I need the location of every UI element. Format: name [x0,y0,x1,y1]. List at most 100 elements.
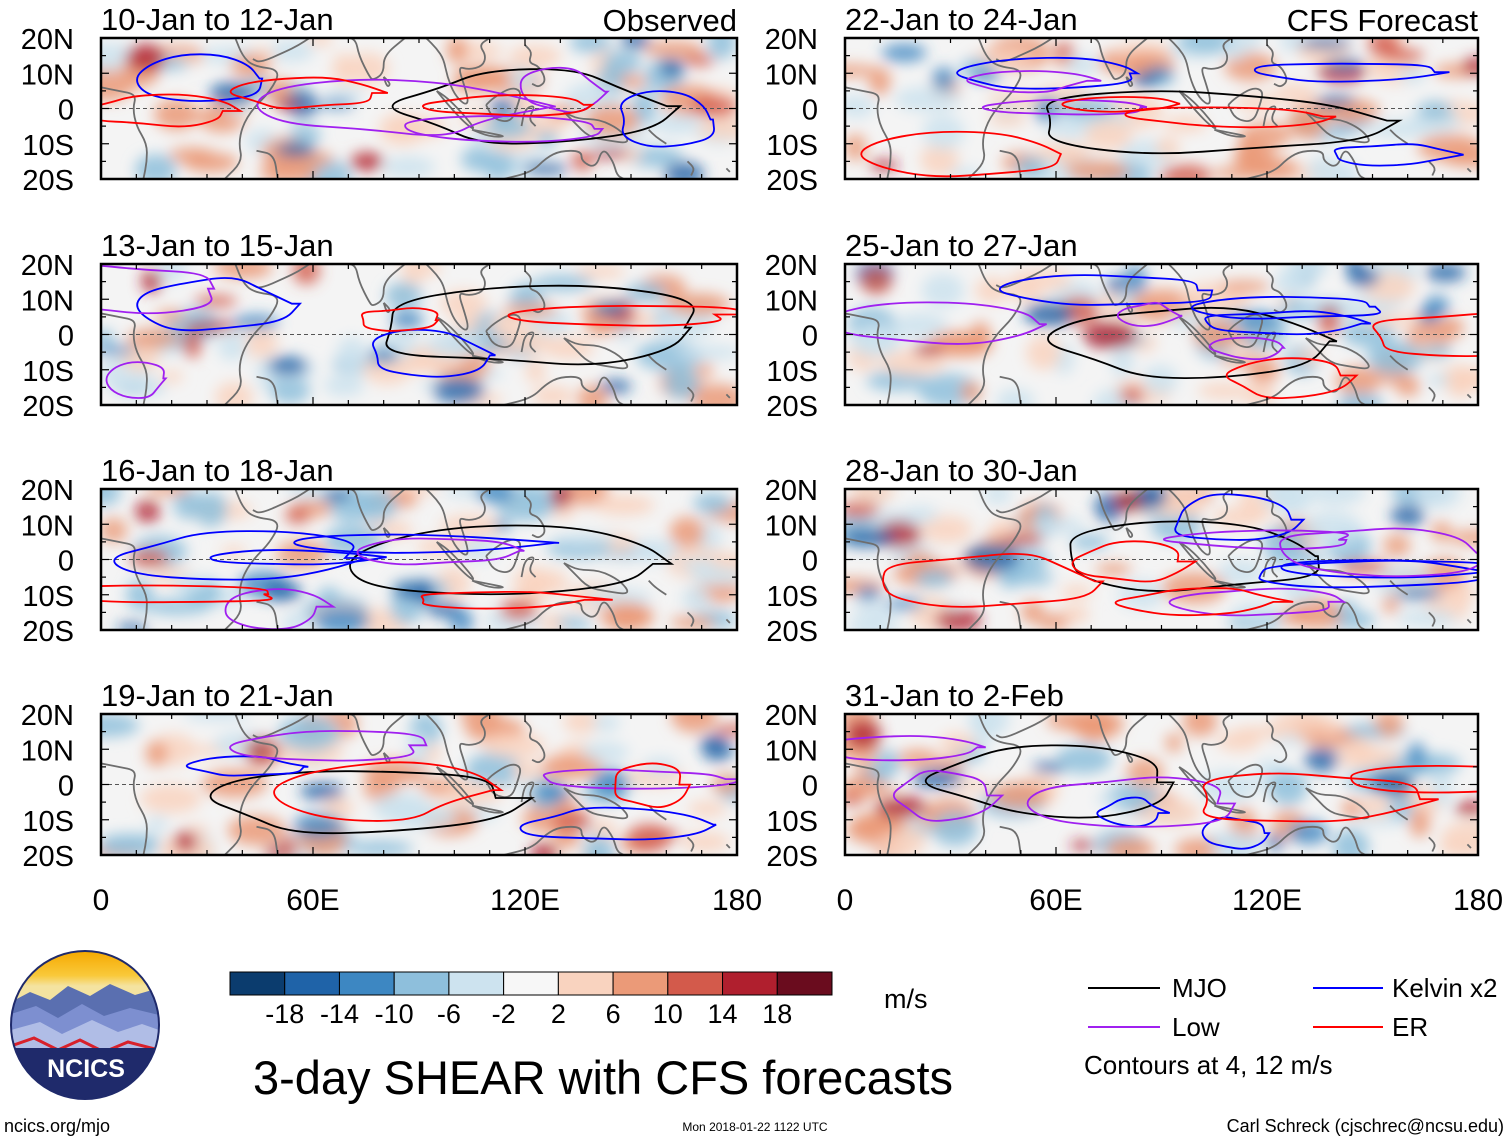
shear-core [1288,820,1329,845]
shear-patch [323,796,354,820]
site-url[interactable]: ncics.org/mjo [4,1116,110,1136]
coastline [503,600,625,630]
coastline [256,600,279,630]
shear-core [1266,834,1285,851]
shear-patch [693,492,732,514]
low-contour [845,301,1047,345]
lat-tick-label: 0 [58,771,74,803]
shear-patch [1070,534,1109,550]
lat-tick-label: 20S [766,616,818,648]
shear-core [1383,534,1411,557]
shear-patch [894,86,961,113]
colorbar-tick-label: -6 [437,999,461,1029]
shear-patch [892,312,948,339]
shear-patch [1366,340,1424,375]
coastline [563,562,629,595]
coastline [485,87,522,122]
shear-patch [921,273,965,308]
lat-tick-label: 10S [766,130,818,162]
kelvin-contour [956,56,1141,90]
coastline [471,579,504,589]
er-contour [1124,106,1337,129]
coastline [1266,720,1288,764]
shear-patch [217,332,247,361]
shear-patch [897,749,939,767]
shear-patch [384,282,422,310]
shear-core [592,767,629,798]
shear-patch [1198,770,1257,803]
colorbar: -18 -14 -10 -6 -2 2 6 10 14 18 [229,971,833,1029]
shear-patch [1142,799,1201,827]
shear-patch [227,815,286,846]
colorbar-tick-label: 14 [708,999,738,1029]
shear-field [845,489,1478,630]
shear-core [1454,800,1478,816]
shear-core [264,845,286,855]
kelvin-contour [998,274,1214,306]
shear-patch [1437,317,1464,339]
axis-ticks [100,713,738,856]
shear-core [1106,277,1127,294]
er-contour [1114,587,1294,617]
kelvin-contour [519,806,717,841]
coastline [1466,167,1472,173]
coastline [503,825,625,855]
shear-patch [677,345,737,360]
shear-patch [243,328,278,359]
er-contour [101,93,244,128]
coastline [1262,781,1279,803]
shear-core [1376,714,1403,738]
shear-patch [1142,364,1178,395]
panel-period-title: 22-Jan to 24-Jan [845,2,1078,37]
shear-patch [697,119,737,140]
shear-patch [849,489,895,504]
shear-patch [1271,489,1312,516]
coastline [101,86,148,179]
colorbar-swatch [776,971,833,996]
kelvin-contour [372,328,496,378]
shear-core [845,776,887,798]
coastline [995,38,1053,63]
lat-tick-label: 20N [765,250,818,282]
shear-patch [535,131,559,148]
shear-patch [230,54,270,78]
shear-core [869,159,899,171]
colorbar-tick-label: -2 [492,999,516,1029]
panel-period-title: 25-Jan to 27-Jan [845,228,1078,263]
coastline [999,149,1022,179]
coastline [1428,836,1436,852]
colorbar-swatch [448,971,505,996]
colorbar-swatch [557,971,614,996]
coastline [648,579,667,596]
kelvin-contour [113,530,367,581]
axis-ticks [100,263,738,406]
coastline [101,312,148,405]
shear-core [712,724,737,736]
shear-patch [270,376,311,404]
shear-patch [215,381,254,405]
coastline [485,763,522,798]
er-contour [422,94,595,117]
shear-patch [347,840,414,855]
shear-patch [157,264,187,283]
coastline [995,264,1053,289]
shear-patch [1280,573,1321,604]
lat-tick-label: 20S [766,391,818,423]
shear-patch [974,276,1010,304]
er-contour [273,761,504,822]
lat-tick-label: 10S [766,356,818,388]
shear-patch [424,330,485,358]
shear-core [1082,320,1137,350]
shear-core [321,489,352,502]
shear-core [1462,57,1478,76]
shear-patch [690,383,737,405]
shear-patch [524,115,566,138]
shear-patch [146,816,168,832]
shear-core [620,38,651,49]
shear-patch [581,741,630,763]
lat-tick-label: 20S [22,165,74,197]
shear-patch [1037,613,1070,630]
